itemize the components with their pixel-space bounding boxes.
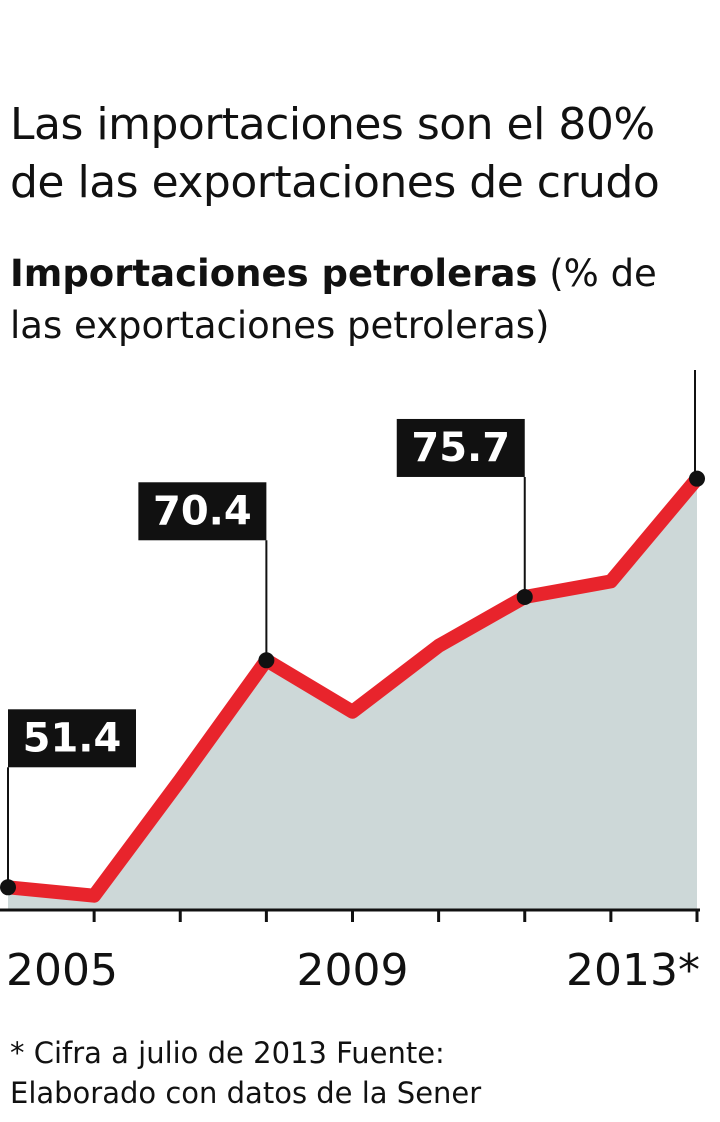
line-area-chart: 51.470.475.785.6200520092013* [0, 370, 705, 996]
value-label: 51.4 [23, 715, 122, 761]
value-label-box [138, 482, 267, 541]
x-tick-label: 2013* [566, 945, 700, 996]
chart-title: Las importaciones son el 80% de las expo… [10, 99, 660, 208]
x-tick-label: 2005 [6, 945, 118, 996]
value-label: 70.4 [153, 488, 252, 534]
data-point [516, 588, 533, 605]
footnote-line-2: Elaborado con datos de la Sener [10, 1076, 482, 1110]
value-label: 75.7 [411, 425, 510, 471]
series-line [1, 471, 704, 903]
footnote: * Cifra a julio de 2013 Fuente: Elaborado… [10, 1033, 715, 1113]
subtitle-rest: (% de las exportaciones petroleras) [10, 252, 657, 347]
subtitle-bold: Importaciones petroleras [10, 252, 538, 295]
data-point [689, 470, 705, 487]
chart-subtitle: Importaciones petroleras (% de las expor… [10, 248, 715, 352]
value-label-box [396, 418, 525, 477]
x-tick-label: 2009 [297, 945, 409, 996]
data-point [0, 879, 16, 896]
footnote-line-1: * Cifra a julio de 2013 Fuente: [10, 1036, 445, 1070]
data-point [258, 652, 275, 669]
area-fill [8, 478, 697, 910]
value-label-box [8, 709, 136, 768]
